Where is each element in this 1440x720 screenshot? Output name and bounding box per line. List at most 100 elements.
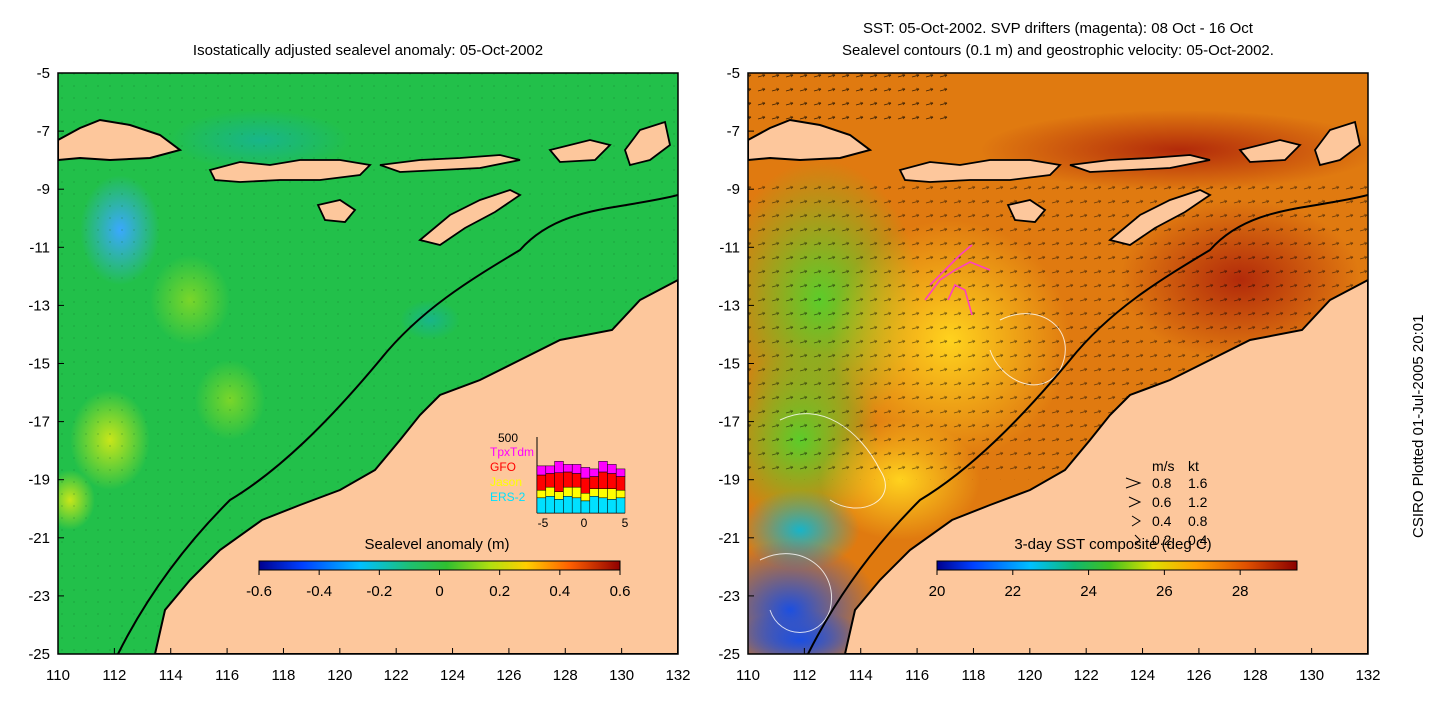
sst-x-tick-label: 126 (1186, 667, 1211, 684)
sla-sunda-islands (208, 159, 372, 183)
velocity-legend-ms: 0.6 (1152, 494, 1172, 510)
inset-bar-gfo (554, 472, 564, 492)
velocity-legend-kt: 0.4 (1188, 532, 1208, 548)
sst-x-tick-label: 124 (1130, 667, 1155, 684)
sst-x-tick-label: 112 (792, 667, 816, 684)
velocity-legend-kt: 0.8 (1188, 513, 1208, 529)
inset-bar-tpx (589, 468, 599, 477)
inset-bar-jason (545, 486, 555, 497)
sst-x-tick-label: 110 (736, 667, 760, 684)
sst-colorbar (936, 560, 1298, 571)
sla-colorbar-tick-label: 0.2 (489, 583, 510, 600)
sla-tanimbar-island (623, 120, 672, 167)
inset-bar-gfo (563, 471, 573, 488)
sst-y-tick-label: -23 (718, 588, 740, 605)
sst-axes: 110 112 114 116 118 120 122 124 126 128 130 132 -5 -7… (718, 65, 1380, 684)
inset-bar-jason (589, 488, 599, 497)
inset-bar-ers2 (536, 497, 547, 514)
inset-bar-tpx (607, 464, 617, 474)
sst-tanimbar-island (1313, 120, 1362, 167)
inset-bar-gfo (571, 473, 582, 488)
sst-y-tick-label: -7 (727, 123, 740, 140)
velocity-legend-arrow (1131, 515, 1141, 527)
inset-bar-ers2 (571, 497, 582, 514)
sla-y-tick-label: -5 (37, 65, 50, 82)
sst-red-banda (980, 110, 1368, 190)
velocity-legend-rows: 0.8 1.6 0.6 1.2 0.4 0.8 0.2 0.4 (1125, 475, 1208, 548)
sst-colorbar-tick-label: 22 (1004, 583, 1021, 600)
sst-colorbar-tick-label: 28 (1232, 583, 1249, 600)
sla-colorbar-tick-label: -0.2 (366, 583, 392, 600)
sla-x-tick-label: 122 (384, 667, 409, 684)
velocity-legend-kt: 1.2 (1188, 494, 1208, 510)
sst-x-tick-label: 130 (1299, 667, 1324, 684)
inset-bar-ers2 (598, 497, 608, 514)
right-panel-title-line1: SST: 05-Oct-2002. SVP drifters (magenta)… (863, 20, 1253, 37)
sst-sumba-island (1006, 199, 1047, 223)
inset-legend-entry: Jason (490, 475, 522, 489)
sst-velocity-arrows-north (748, 73, 948, 128)
left-panel-title: Isostatically adjusted sealevel anomaly:… (192, 42, 544, 59)
sst-y-tick-label: -25 (718, 646, 740, 663)
inset-bar-jason (554, 491, 564, 500)
inset-x-tick-label: 5 (622, 516, 629, 530)
inset-legend-entry: TpxTdm (490, 445, 534, 459)
sst-shelf-contour (807, 194, 1368, 654)
sla-y-tick-label: -19 (28, 472, 50, 489)
inset-bar-tpx (580, 467, 591, 479)
inset-bar-gfo (607, 473, 617, 489)
credit-label: CSIRO Plotted 01-Jul-2005 20:01 (1410, 314, 1427, 538)
velocity-legend-ms: 0.8 (1152, 475, 1172, 491)
sla-colorbar-title: Sealevel anomaly (m) (364, 536, 509, 553)
sla-colorbar-tick-label: -0.6 (246, 583, 272, 600)
velocity-legend: m/s kt 0.8 1.6 0.6 1.2 0.4 0.8 0.2 0.4 (1125, 458, 1208, 548)
inset-bar-jason (615, 489, 626, 499)
velocity-legend-kt: 1.6 (1188, 475, 1208, 491)
sla-colorbar (258, 560, 621, 571)
inset-bar-ers2 (545, 496, 555, 514)
sla-timor-island (418, 189, 522, 246)
sst-x-tick-label: 122 (1074, 667, 1099, 684)
sst-sealevel-contour-3 (759, 553, 832, 633)
drifter-track-3 (929, 244, 973, 286)
inset-bars (536, 461, 626, 514)
sst-sunda-islands (898, 159, 1062, 183)
sst-x-tick-label: 120 (1017, 667, 1042, 684)
sla-x-tick-label: 128 (553, 667, 578, 684)
sla-x-tick-label: 118 (271, 667, 295, 684)
inset-bar-jason (571, 486, 582, 499)
sst-blue-sw-2 (748, 610, 870, 654)
sla-java-island (58, 118, 183, 162)
sla-shelf-contour (117, 194, 678, 654)
inset-bar-jason (598, 488, 608, 499)
inset-bar-tpx (598, 461, 608, 473)
inset-bar-ers2 (580, 500, 591, 514)
velocity-legend-arrow (1125, 477, 1142, 489)
sst-colorbar-ticks: 20 22 24 26 28 (929, 570, 1249, 600)
inset-bar-tpx (545, 465, 555, 474)
sla-colorbar-tick-label: 0 (435, 583, 443, 600)
sla-y-tick-label: -7 (37, 123, 50, 140)
inset-bar-tpx (536, 465, 547, 476)
sla-x-tick-label: 112 (102, 667, 126, 684)
right-panel-title-line2: Sealevel contours (0.1 m) and geostrophi… (842, 42, 1274, 59)
inset-bar-gfo (545, 473, 555, 488)
sla-x-tick-label: 110 (46, 667, 70, 684)
sst-x-tick-label: 114 (849, 667, 873, 684)
inset-x-ticks: -5 0 5 (538, 516, 629, 530)
sla-y-tick-label: -25 (28, 646, 50, 663)
sla-wetar-island (548, 139, 612, 163)
inset-x-tick-label: -5 (538, 516, 549, 530)
inset-bar-tpx (615, 468, 626, 477)
sst-y-tick-label: -13 (718, 297, 740, 314)
sla-x-tick-label: 130 (609, 667, 634, 684)
velocity-legend-header-ms: m/s (1152, 458, 1175, 474)
velocity-legend-header-kt: kt (1188, 458, 1199, 474)
sst-sealevel-contour (779, 413, 886, 509)
sla-y-tick-label: -13 (28, 297, 50, 314)
sst-y-tick-label: -5 (727, 65, 740, 82)
sst-y-tick-label: -17 (718, 414, 740, 431)
drifter-track-1 (924, 261, 991, 301)
sst-x-tick-label: 118 (961, 667, 985, 684)
